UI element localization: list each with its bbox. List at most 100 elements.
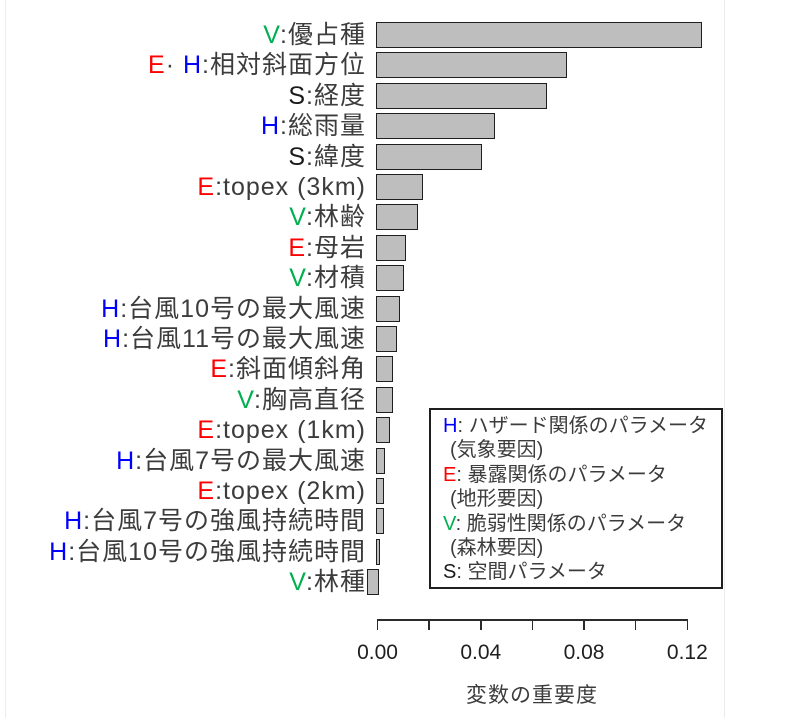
bar	[376, 417, 391, 444]
legend-category-letter: S	[443, 561, 457, 584]
category-letter: E	[197, 477, 216, 505]
category-letter: V	[289, 203, 307, 232]
bar	[376, 295, 400, 322]
bar-label: H:台風11号の最大風速	[0, 324, 366, 354]
bar	[376, 113, 496, 140]
category-letter: E	[148, 51, 166, 80]
label-text: :台風7号の強風持続時間	[83, 507, 366, 536]
bar-label: E· H:相対斜面方位	[0, 50, 366, 80]
bar	[376, 508, 385, 535]
label-text: :材積	[306, 264, 366, 293]
bar-label: E:topex (1km)	[0, 415, 366, 445]
page-edge-left	[5, 0, 6, 718]
label-text: :林齢	[306, 203, 366, 232]
label-text: :緯度	[306, 142, 366, 171]
legend-entry-text: : 暴露関係のパラメータ	[456, 463, 667, 486]
bar-label: S:経度	[0, 81, 366, 111]
x-axis-tick	[376, 619, 379, 630]
bar	[376, 386, 394, 413]
category-letter: S	[288, 81, 307, 110]
bar-label: H:台風7号の最大風速	[0, 446, 366, 476]
bar-label: E:topex (2km)	[0, 476, 366, 506]
x-axis-tick-label: 0.12	[666, 641, 708, 664]
category-letter: H	[64, 507, 84, 536]
bar	[376, 204, 418, 231]
bar	[376, 478, 385, 504]
bar	[376, 538, 380, 565]
label-text: :優占種	[280, 21, 366, 49]
bar	[376, 52, 568, 79]
legend-box: H: ハザード関係のパラメータ (気象要因) E: 暴露関係のパラメータ (地形要因)…	[429, 408, 723, 589]
bar	[366, 569, 379, 596]
bar-label: V:優占種	[0, 20, 366, 50]
label-text: :経度	[306, 81, 366, 110]
bar-label: H:台風7号の強風持続時間	[0, 506, 366, 536]
category-letter: V	[289, 264, 307, 293]
legend-entry: V: 脆弱性関係のパラメータ	[443, 512, 715, 536]
bar	[376, 326, 398, 352]
category-letter: E	[197, 416, 216, 445]
x-axis-tick-label: 0.08	[563, 641, 605, 664]
legend-entry: H: ハザード関係のパラメータ	[443, 414, 715, 438]
legend-entry-text: : ハザード関係のパラメータ	[457, 415, 708, 437]
category-letter: V	[263, 21, 281, 49]
category-letter: V	[289, 568, 307, 597]
label-text: :台風10号の最大風速	[120, 294, 366, 323]
bar-label: V:林種	[0, 567, 366, 597]
bar-label: S:緯度	[0, 142, 366, 172]
legend-entry-text: : 空間パラメータ	[456, 561, 607, 584]
x-axis-title: 変数の重要度	[466, 684, 598, 707]
legend-category-letter: E	[443, 463, 457, 486]
x-axis-tick-label: 0.00	[357, 641, 398, 664]
bar-label: H:台風10号の最大風速	[0, 294, 366, 324]
bar	[376, 265, 404, 292]
bar-label: E:斜面傾斜角	[0, 354, 366, 384]
bar-label: V:材積	[0, 263, 366, 293]
x-axis-tick	[686, 619, 689, 630]
category-letter: H	[116, 446, 136, 475]
bar-label: H:総雨量	[0, 111, 366, 141]
x-axis-tick	[634, 619, 637, 630]
bar-label: E:母岩	[0, 233, 366, 263]
legend-entry-note: (気象要因)	[450, 439, 544, 462]
label-text: :台風10号の強風持続時間	[68, 537, 366, 566]
bar	[376, 447, 386, 474]
category-letter: E	[288, 233, 307, 262]
bar	[376, 174, 423, 200]
category-letter: E	[210, 355, 229, 384]
label-text: :台風7号の最大風速	[135, 446, 366, 475]
bar	[376, 234, 407, 261]
bar	[376, 22, 702, 48]
label-text: :胸高直径	[254, 385, 366, 414]
bar-label: H:台風10号の強風持続時間	[0, 537, 366, 567]
category-letter: H	[260, 112, 281, 141]
bar	[376, 82, 547, 109]
x-axis-tick	[428, 619, 430, 630]
page-edge-right	[724, 0, 725, 718]
label-text: :台風11号の最大風速	[122, 325, 366, 353]
x-axis-tick	[531, 619, 534, 630]
legend-category-letter: H	[443, 415, 458, 437]
category-letter: H	[182, 51, 203, 80]
category-letter: E	[197, 173, 216, 201]
bar-label: V:林齢	[0, 202, 366, 232]
label-text: :topex (2km)	[215, 477, 366, 505]
label-text: :topex (1km)	[215, 416, 366, 445]
category-letter: H	[49, 537, 69, 566]
bar-label: E:topex (3km)	[0, 172, 366, 202]
label-text: ·	[165, 51, 183, 80]
bar-label: V:胸高直径	[0, 385, 366, 415]
bar	[376, 143, 483, 170]
label-text: :相対斜面方位	[202, 51, 366, 80]
legend-entry: E: 暴露関係のパラメータ	[443, 463, 715, 487]
x-axis-tick	[479, 619, 482, 630]
legend-entry-note: (森林要因)	[450, 537, 544, 560]
label-text: :林種	[306, 568, 366, 597]
legend-entry-text: : 脆弱性関係のパラメータ	[455, 512, 687, 535]
label-text: :topex (3km)	[215, 173, 366, 201]
category-letter: S	[288, 142, 307, 171]
bar	[376, 356, 394, 383]
category-letter: H	[101, 294, 121, 323]
legend-entry-note: (地形要因)	[450, 488, 544, 511]
